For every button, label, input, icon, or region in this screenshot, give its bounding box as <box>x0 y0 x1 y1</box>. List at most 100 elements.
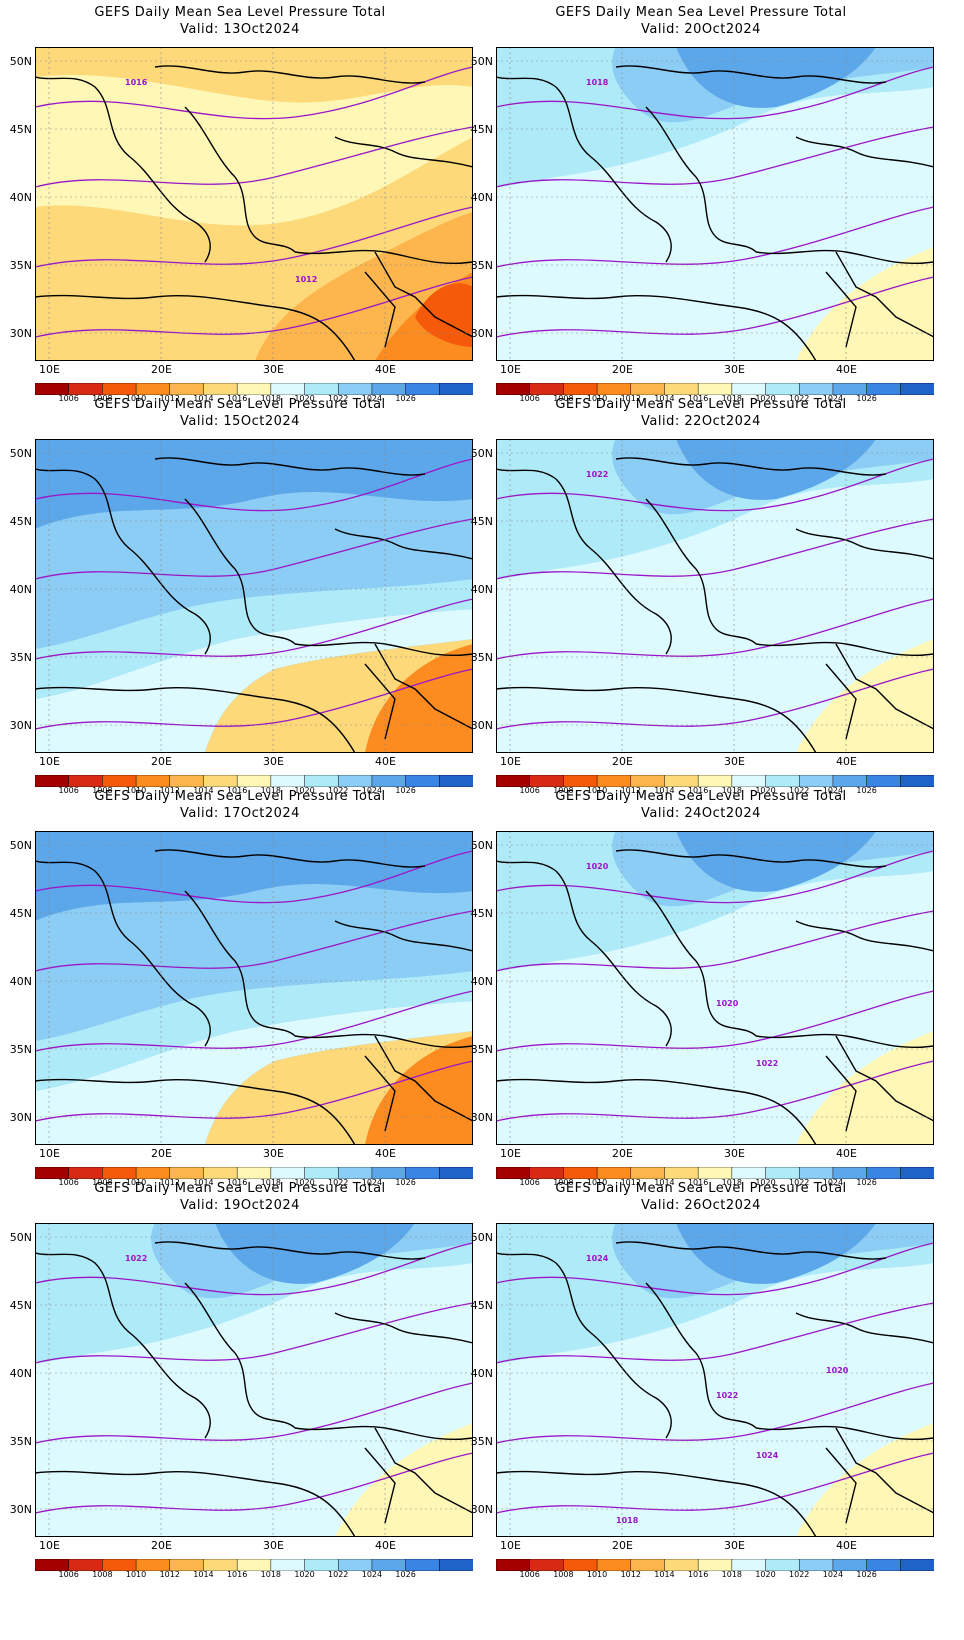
lon-label: 10E <box>39 1539 60 1552</box>
map-panel: GEFS Daily Mean Sea Level Pressure Total… <box>0 1176 480 1586</box>
colorbar-label: 1026 <box>395 786 416 795</box>
colorbar <box>495 380 935 396</box>
lat-label: 35N <box>470 259 493 272</box>
colorbar-label: 1024 <box>822 1178 844 1187</box>
colorbar-label: 1008 <box>553 1570 574 1579</box>
colorbar-label: 1016 <box>687 1178 709 1187</box>
colorbar-label: 1024 <box>361 1570 383 1579</box>
contour-label: 1020 <box>586 862 609 871</box>
pressure-map: 1016 1012 <box>35 47 473 361</box>
lat-label: 30N <box>9 327 32 340</box>
colorbar-label: 1016 <box>226 1178 248 1187</box>
colorbar-label: 1012 <box>620 1178 641 1187</box>
colorbar-label: 1026 <box>395 1570 416 1579</box>
colorbar-label: 1018 <box>260 1570 282 1579</box>
pressure-map: 1020 1022 1020 <box>496 831 934 1145</box>
colorbar-label: 1022 <box>789 786 810 795</box>
pressure-map: 1022 <box>35 1223 473 1537</box>
panel-title: GEFS Daily Mean Sea Level Pressure Total <box>94 397 386 412</box>
lon-label: 30E <box>724 363 745 376</box>
map-panel: GEFS Daily Mean Sea Level Pressure Total… <box>0 392 480 802</box>
pressure-map: 1022 <box>496 439 934 753</box>
pressure-map <box>35 439 473 753</box>
map-panel: GEFS Daily Mean Sea Level Pressure Total… <box>0 0 480 410</box>
colorbar <box>34 1164 474 1180</box>
colorbar-label: 1020 <box>755 786 776 795</box>
colorbar-label: 1020 <box>755 1570 776 1579</box>
colorbar-label: 1018 <box>260 786 282 795</box>
colorbar-label: 1014 <box>654 786 675 795</box>
contour-label: 1016 <box>125 78 148 87</box>
colorbar-label: 1008 <box>92 1570 113 1579</box>
colorbar-label: 1016 <box>687 394 709 403</box>
lat-label: 35N <box>9 1435 32 1448</box>
panel-valid-date: Valid: 13Oct2024 <box>180 22 300 37</box>
lon-label: 40E <box>836 1147 857 1160</box>
panel-title: GEFS Daily Mean Sea Level Pressure Total <box>555 397 847 412</box>
lat-label: 35N <box>470 1435 493 1448</box>
lat-label: 50N <box>470 55 493 68</box>
panel-title: GEFS Daily Mean Sea Level Pressure Total <box>94 789 386 804</box>
colorbar-label: 1012 <box>159 1178 180 1187</box>
panel-valid-date: Valid: 24Oct2024 <box>641 806 761 821</box>
colorbar <box>34 1556 474 1572</box>
colorbar-label: 1016 <box>687 786 709 795</box>
lon-label: 10E <box>500 1147 521 1160</box>
lat-label: 50N <box>9 55 32 68</box>
lat-label: 45N <box>9 515 32 528</box>
lat-label: 45N <box>470 1299 493 1312</box>
lat-label: 30N <box>470 1503 493 1516</box>
panel-valid-date: Valid: 20Oct2024 <box>641 22 761 37</box>
colorbar-label: 1018 <box>721 1178 743 1187</box>
contour-label: 1020 <box>716 999 739 1008</box>
colorbar <box>34 772 474 788</box>
lon-label: 20E <box>151 1147 172 1160</box>
lat-label: 40N <box>470 583 493 596</box>
colorbar-label: 1010 <box>125 394 147 403</box>
lon-label: 30E <box>724 755 745 768</box>
colorbar-label: 1020 <box>294 1178 315 1187</box>
lon-label: 30E <box>724 1147 745 1160</box>
lat-label: 40N <box>9 191 32 204</box>
panel-valid-date: Valid: 22Oct2024 <box>641 414 761 429</box>
colorbar-label: 1026 <box>856 394 877 403</box>
lat-label: 50N <box>470 447 493 460</box>
contour-label: 1024 <box>756 1451 779 1460</box>
colorbar-label: 1024 <box>822 1570 844 1579</box>
colorbar-label: 1026 <box>856 786 877 795</box>
colorbar-label: 1024 <box>361 394 383 403</box>
lon-label: 20E <box>151 1539 172 1552</box>
lat-label: 45N <box>470 123 493 136</box>
panel-title: GEFS Daily Mean Sea Level Pressure Total <box>94 1181 386 1196</box>
lon-label: 30E <box>263 1539 284 1552</box>
colorbar-label: 1006 <box>519 1570 540 1579</box>
colorbar-label: 1022 <box>328 1570 349 1579</box>
lon-label: 40E <box>375 1539 396 1552</box>
colorbar-label: 1016 <box>226 1570 248 1579</box>
pressure-map <box>35 831 473 1145</box>
colorbar-label: 1008 <box>553 786 574 795</box>
lat-label: 40N <box>9 583 32 596</box>
colorbar-label: 1020 <box>294 1570 315 1579</box>
colorbar <box>495 1164 935 1180</box>
lon-label: 30E <box>724 1539 745 1552</box>
contour-label: 1022 <box>756 1059 778 1068</box>
lat-label: 45N <box>470 515 493 528</box>
colorbar-label: 1012 <box>620 786 641 795</box>
lon-label: 30E <box>263 363 284 376</box>
lon-label: 40E <box>836 1539 857 1552</box>
colorbar-label: 1006 <box>58 394 79 403</box>
lat-label: 35N <box>9 1043 32 1056</box>
pressure-map: 1018 <box>496 47 934 361</box>
colorbar-label: 1010 <box>125 1178 147 1187</box>
panel-title: GEFS Daily Mean Sea Level Pressure Total <box>555 789 847 804</box>
lon-label: 40E <box>375 1147 396 1160</box>
lat-label: 50N <box>9 447 32 460</box>
colorbar-label: 1020 <box>755 394 776 403</box>
colorbar-label: 1014 <box>193 1570 214 1579</box>
map-panel: GEFS Daily Mean Sea Level Pressure Total… <box>461 784 941 1194</box>
colorbar-label: 1016 <box>226 394 248 403</box>
colorbar-label: 1020 <box>755 1178 776 1187</box>
pressure-map: 1024 1024 1022 1020 1018 <box>496 1223 934 1537</box>
colorbar-label: 1014 <box>193 1178 214 1187</box>
